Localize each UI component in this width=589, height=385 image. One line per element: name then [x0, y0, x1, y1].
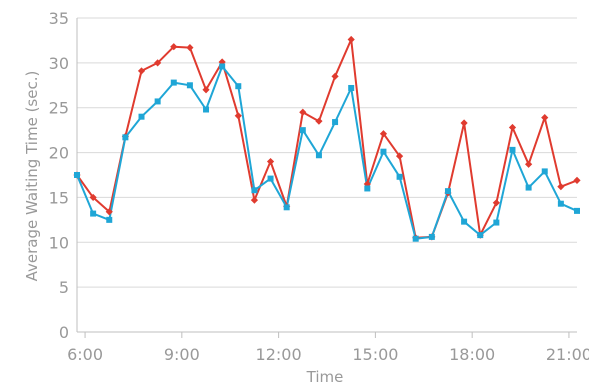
y-tick-label: 30 — [49, 54, 69, 73]
series-2-point — [154, 98, 161, 105]
series-2-point — [106, 216, 113, 223]
series-1-point — [525, 160, 533, 168]
series-2-point — [235, 83, 242, 90]
x-tick-label: 9:00 — [164, 345, 200, 364]
y-tick-label: 35 — [49, 9, 69, 28]
series-1-point — [105, 208, 113, 216]
series-2-point — [348, 84, 355, 91]
series-2-point — [364, 185, 371, 192]
series-1-point — [202, 86, 210, 94]
x-tick-label: 12:00 — [256, 345, 302, 364]
x-tick-label: 21:00 — [546, 345, 589, 364]
series-1-point — [460, 119, 468, 127]
series-1-point — [573, 176, 581, 184]
series-1-point — [541, 113, 549, 122]
series-2-point — [557, 200, 564, 207]
series-1-point — [250, 196, 259, 204]
series-2-point — [541, 168, 548, 175]
series-1-point — [154, 59, 162, 67]
series-2-point — [332, 119, 339, 126]
y-tick-label: 20 — [49, 144, 69, 163]
y-tick-label: 0 — [59, 323, 69, 342]
x-tick-label: 15:00 — [352, 345, 398, 364]
series-1-point — [395, 152, 404, 160]
series-1-point — [266, 157, 275, 166]
series-2-point — [219, 63, 226, 70]
series-1-point — [557, 183, 565, 191]
series-2-point — [251, 187, 258, 194]
x-axis-title: Time — [306, 368, 344, 385]
series-1-point — [492, 199, 500, 207]
series-2-point — [315, 152, 322, 159]
series-2-point — [380, 148, 387, 155]
y-axis-title: Average Waiting Time (sec.) — [23, 71, 41, 282]
series-2-point — [186, 82, 193, 89]
series-1-point — [234, 112, 242, 120]
series-2-point — [203, 106, 210, 113]
series-2-point — [461, 218, 468, 225]
series-1-point — [299, 108, 307, 116]
y-tick-label: 5 — [59, 278, 69, 297]
series-1-point — [331, 72, 339, 80]
series-2-point — [509, 146, 516, 153]
series-2-point — [525, 184, 532, 191]
y-tick-label: 10 — [49, 233, 69, 252]
series-2-point — [170, 79, 177, 86]
y-tick-label: 25 — [49, 99, 69, 118]
series-2-point — [412, 235, 419, 242]
series-2-point — [90, 210, 97, 217]
series-1-point — [170, 43, 178, 51]
series-2-point — [477, 232, 484, 239]
series-1-point — [186, 44, 194, 52]
series-2-point — [283, 204, 290, 211]
series-2-point — [299, 127, 306, 134]
series-2-point — [138, 113, 145, 120]
series-2-point — [428, 233, 435, 240]
series-1-point — [508, 123, 517, 132]
gridlines — [77, 17, 577, 288]
series-1-point — [347, 35, 355, 44]
series-2-point — [122, 134, 129, 141]
series-1-line — [76, 38, 578, 239]
series-2-point — [444, 188, 451, 195]
series-1-point — [379, 130, 388, 138]
series-2-point — [574, 207, 580, 214]
series-2-point — [396, 173, 403, 180]
series-2-point — [493, 219, 500, 226]
series-1-point — [89, 193, 97, 202]
series — [73, 35, 581, 242]
x-tick-label: 18:00 — [449, 345, 495, 364]
y-tick-label: 15 — [49, 188, 69, 207]
series-1-point — [137, 67, 146, 75]
x-tick-label: 6:00 — [67, 345, 103, 364]
axes: 0 5 10 15 20 25 30 35 6:00 9:00 12:00 15:00 18:00 21:… — [49, 9, 589, 364]
series-1-point — [315, 117, 323, 125]
series-2-point — [267, 175, 274, 182]
series-2-point — [74, 172, 80, 178]
